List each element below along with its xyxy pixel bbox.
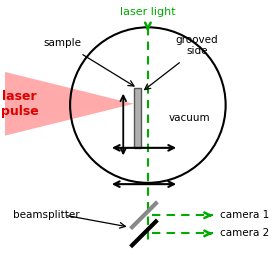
Polygon shape — [0, 69, 134, 139]
Bar — [134, 88, 141, 148]
Polygon shape — [0, 88, 134, 119]
Text: camera 2: camera 2 — [220, 228, 270, 238]
Text: camera 1: camera 1 — [220, 210, 270, 220]
Text: beamsplitter: beamsplitter — [13, 210, 80, 220]
Text: laser
pulse: laser pulse — [1, 90, 39, 118]
Text: grooved
side: grooved side — [176, 35, 219, 56]
Text: laser light: laser light — [120, 7, 176, 17]
Text: sample: sample — [43, 38, 81, 48]
Text: vacuum: vacuum — [169, 113, 210, 123]
